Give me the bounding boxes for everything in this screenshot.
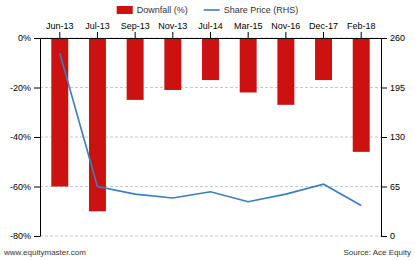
tick-mark (97, 32, 98, 38)
tick: -60% (10, 182, 40, 192)
chart: Jun-13 Jul-13 Sep-13 Nov-13 Jul-14 Mar-15 Nov-… (0, 0, 415, 260)
tick-label: 130 (390, 132, 405, 142)
tick-label: Jul-14 (198, 21, 223, 31)
legend-label: Downfall (%) (137, 5, 188, 15)
tick-mark (59, 32, 60, 38)
tick: Feb-18 (347, 21, 376, 38)
tick: Jun-13 (46, 21, 74, 38)
tick: Jul-13 (85, 21, 110, 38)
tick: 260 (381, 33, 405, 43)
annotation: www.equitymaster.com (3, 248, 86, 257)
tick-mark (381, 137, 387, 138)
bars (51, 38, 369, 211)
bar (164, 38, 181, 90)
tick-label: 65 (390, 182, 400, 192)
tick: 195 (381, 83, 405, 93)
bar (240, 38, 257, 92)
legend-label: Share Price (RHS) (224, 5, 299, 15)
tick: Nov-13 (158, 21, 187, 38)
legend-item: Downfall (%) (117, 5, 188, 15)
tick-mark (210, 32, 211, 38)
tick-label: 0% (18, 33, 31, 43)
tick-label: 0 (390, 231, 395, 241)
legend: Downfall (%) Share Price (RHS) (117, 5, 299, 15)
bar (353, 38, 370, 152)
tick-mark (381, 88, 387, 89)
tick-mark (285, 32, 286, 38)
bar (127, 38, 144, 100)
annotation: Source: Ace Equity (343, 248, 411, 257)
tick-mark (34, 187, 40, 188)
tick-label: -60% (10, 182, 31, 192)
tick: -80% (10, 231, 40, 241)
tick: -40% (10, 132, 40, 142)
tick: 0 (381, 231, 395, 241)
legend-item: Share Price (RHS) (204, 5, 299, 15)
y-axis: 0% -20% -40% -60% -80% (10, 33, 41, 241)
tick: Nov-16 (271, 21, 300, 38)
tick: 65 (381, 182, 400, 192)
tick-mark (361, 32, 362, 38)
tick-label: 260 (390, 33, 405, 43)
bar (277, 38, 294, 105)
bar (315, 38, 332, 80)
line (60, 53, 361, 205)
legend-swatch (117, 6, 133, 14)
tick-label: -40% (10, 132, 31, 142)
y2-axis: 0 65 130 195 260 (381, 33, 405, 241)
tick-mark (381, 38, 387, 39)
tick: Jul-14 (198, 21, 223, 38)
tick-label: Mar-15 (234, 21, 263, 31)
axis-line (40, 39, 41, 237)
tick-mark (248, 32, 249, 38)
tick-label: -80% (10, 231, 31, 241)
tick-mark (34, 236, 40, 237)
plot: Jun-13 Jul-13 Sep-13 Nov-13 Jul-14 Mar-15 Nov-… (10, 21, 405, 241)
legend-swatch (204, 9, 220, 11)
tick-label: 195 (390, 83, 405, 93)
tick-label: Feb-18 (347, 21, 376, 31)
tick: 130 (381, 132, 405, 142)
tick-label: Dec-17 (309, 21, 338, 31)
tick-label: Nov-13 (158, 21, 187, 31)
tick-label: -20% (10, 83, 31, 93)
axis-line (41, 38, 382, 39)
tick-label: Sep-13 (121, 21, 150, 31)
tick-mark (34, 137, 40, 138)
tick: 0% (18, 33, 40, 43)
grid-line (40, 236, 381, 237)
tick-mark (34, 88, 40, 89)
tick-label: Jul-13 (85, 21, 110, 31)
tick: Mar-15 (234, 21, 263, 38)
tick-mark (381, 187, 387, 188)
tick: -20% (10, 83, 40, 93)
tick-mark (172, 32, 173, 38)
tick: Dec-17 (309, 21, 338, 38)
bar (202, 38, 219, 80)
tick-mark (323, 32, 324, 38)
bar (51, 38, 68, 187)
grid (40, 38, 381, 236)
tick-label: Jun-13 (46, 21, 74, 31)
tick-mark (135, 32, 136, 38)
tick-mark (381, 236, 387, 237)
x-axis: Jun-13 Jul-13 Sep-13 Nov-13 Jul-14 Mar-15 Nov-… (41, 21, 382, 39)
tick: Sep-13 (121, 21, 150, 38)
tick-mark (34, 38, 40, 39)
marks (51, 38, 369, 211)
tick-label: Nov-16 (271, 21, 300, 31)
